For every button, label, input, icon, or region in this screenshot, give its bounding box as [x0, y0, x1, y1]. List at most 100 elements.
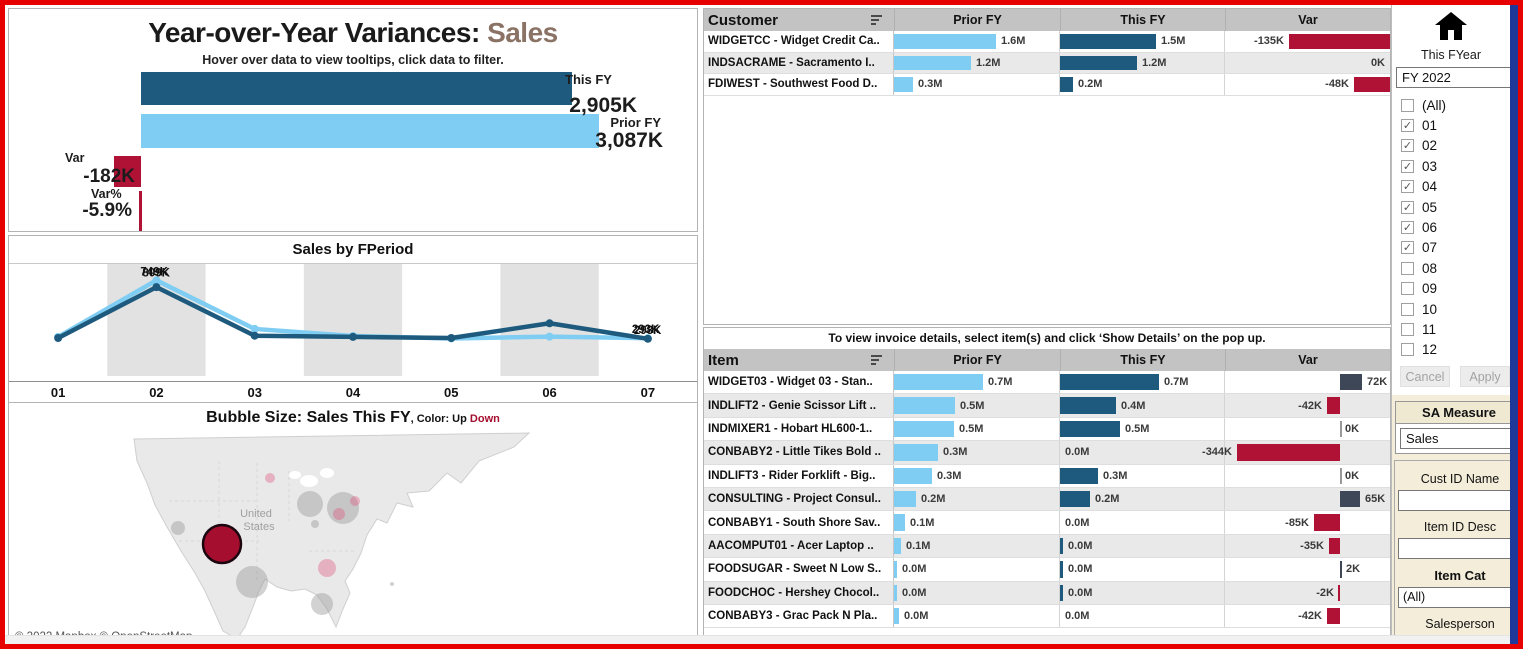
map-bubble-gray[interactable] — [327, 492, 359, 524]
var-bar-cell[interactable]: 65K — [1225, 488, 1390, 510]
item-var-header[interactable]: Var — [1225, 349, 1390, 371]
checkbox-unchecked[interactable] — [1401, 343, 1414, 357]
table-row[interactable]: WIDGETCC - Widget Credit Ca.. 1.6M 1.5M -13… — [704, 31, 1390, 53]
period-checkbox-row[interactable]: ✓ 07 — [1392, 238, 1510, 258]
row-label[interactable]: FOODSUGAR - Sweet N Low S.. — [704, 558, 894, 581]
prior-fy-bar[interactable] — [894, 55, 971, 71]
map-bubble-gray[interactable] — [236, 566, 268, 598]
summary-bar[interactable] — [141, 72, 573, 105]
prior-fy-bar[interactable] — [894, 77, 913, 92]
var-bar-cell[interactable]: -344K — [1202, 441, 1390, 463]
line-point[interactable] — [152, 283, 161, 292]
map-bubble-gray[interactable] — [297, 491, 323, 517]
table-row[interactable]: CONBABY3 - Grac Pack N Pla.. 0.0M 0.0M -42K — [704, 604, 1390, 629]
this-fy-bar[interactable] — [1060, 374, 1159, 391]
checkbox-checked[interactable]: ✓ — [1401, 200, 1414, 214]
period-checkbox-row[interactable]: ✓ 06 — [1392, 217, 1510, 237]
this-fy-bar-cell[interactable]: 0.0M — [1060, 581, 1225, 604]
checkbox-checked[interactable]: ✓ — [1401, 119, 1414, 133]
this-fy-bar-cell[interactable]: 0.2M — [1060, 74, 1225, 95]
prior-fy-bar[interactable] — [894, 514, 905, 531]
this-fy-bar[interactable] — [1060, 55, 1137, 71]
sa-measure-select[interactable]: Sales — [1400, 428, 1510, 450]
line-point[interactable] — [349, 332, 357, 341]
this-fy-bar-cell[interactable]: 0.0M — [1060, 558, 1225, 581]
map-bubble-down[interactable] — [201, 523, 243, 565]
apply-button[interactable]: Apply — [1460, 366, 1510, 388]
prior-fy-bar-cell[interactable]: 0.1M — [894, 511, 1060, 534]
prior-fy-bar-cell[interactable]: 0.3M — [894, 74, 1060, 95]
row-label[interactable]: WIDGET03 - Widget 03 - Stan.. — [704, 371, 894, 394]
var-bar-cell[interactable]: 0K — [1225, 418, 1390, 440]
customer-header-cell[interactable]: Customer — [704, 9, 894, 31]
home-button[interactable] — [1392, 11, 1510, 46]
this-fy-bar-cell[interactable]: 0.2M — [1060, 487, 1225, 511]
summary-bar[interactable] — [113, 156, 141, 187]
line-point[interactable] — [54, 334, 63, 342]
this-fy-bar-cell[interactable]: 0.0M — [1060, 534, 1225, 558]
prior-fy-bar-cell[interactable]: 1.2M — [894, 52, 1060, 74]
row-label[interactable]: CONBABY2 - Little Tikes Bold .. — [704, 441, 894, 464]
checkbox-checked[interactable]: ✓ — [1401, 221, 1414, 235]
map-bubble-pink[interactable] — [350, 496, 360, 506]
prior-fy-bar[interactable] — [894, 537, 901, 555]
text-input[interactable] — [1398, 490, 1510, 512]
this-fy-bar-cell[interactable]: 0.0M — [1060, 604, 1225, 628]
line-point[interactable] — [152, 276, 161, 285]
var-bar[interactable] — [1329, 537, 1340, 555]
prior-fy-bar-cell[interactable]: 0.0M — [894, 558, 1060, 581]
this-fy-bar[interactable] — [1060, 397, 1116, 414]
var-bar-cell[interactable]: -48K — [1225, 74, 1390, 95]
line-point[interactable] — [250, 331, 259, 340]
summary-bar[interactable] — [139, 191, 142, 231]
checkbox-unchecked[interactable] — [1401, 261, 1414, 275]
var-bar-cell[interactable]: 2K — [1225, 558, 1390, 580]
period-checkbox-row[interactable]: 12 — [1392, 340, 1510, 360]
checkbox-checked[interactable]: ✓ — [1401, 180, 1414, 194]
prior-fy-bar-cell[interactable]: 0.0M — [894, 604, 1060, 628]
customer-prior-fy-header[interactable]: Prior FY — [894, 9, 1060, 31]
map-bubble-gray[interactable] — [171, 521, 185, 535]
this-fy-bar[interactable] — [1060, 420, 1120, 438]
var-bar-cell[interactable]: -42K — [1225, 605, 1390, 627]
prior-fy-bar-cell[interactable]: 0.5M — [894, 417, 1060, 441]
var-bar-cell[interactable]: 0K — [1225, 53, 1390, 74]
line-point[interactable] — [447, 334, 456, 342]
row-label[interactable]: CONBABY3 - Grac Pack N Pla.. — [704, 604, 894, 628]
map-bubble-gray[interactable] — [390, 582, 394, 586]
item-this-fy-header[interactable]: This FY — [1060, 349, 1225, 371]
this-fy-bar[interactable] — [1060, 490, 1090, 508]
row-label[interactable]: INDLIFT3 - Rider Forklift - Big.. — [704, 464, 894, 487]
line-point[interactable] — [545, 332, 554, 341]
prior-fy-bar[interactable] — [894, 374, 983, 391]
checkbox-unchecked[interactable] — [1401, 98, 1414, 112]
prior-fy-bar-cell[interactable]: 1.6M — [894, 31, 1060, 52]
table-row[interactable]: INDLIFT3 - Rider Forklift - Big.. 0.3M 0.3… — [704, 464, 1390, 488]
checkbox-checked[interactable]: ✓ — [1401, 139, 1414, 153]
var-bar-cell[interactable]: -85K — [1225, 511, 1390, 533]
table-row[interactable]: CONBABY2 - Little Tikes Bold .. 0.3M 0.0M -… — [704, 441, 1390, 465]
this-fy-bar[interactable] — [1060, 467, 1098, 484]
this-fy-bar[interactable] — [1060, 561, 1063, 578]
var-bar[interactable] — [1327, 607, 1340, 625]
prior-fy-bar-cell[interactable]: 0.1M — [894, 534, 1060, 558]
prior-fy-bar[interactable] — [894, 397, 955, 414]
row-label[interactable]: INDMIXER1 - Hobart HL600-1.. — [704, 417, 894, 441]
table-row[interactable]: FOODSUGAR - Sweet N Low S.. 0.0M 0.0M 2K — [704, 558, 1390, 582]
map-bubble-pink[interactable] — [265, 473, 275, 483]
sort-filter-icon[interactable] — [871, 15, 882, 25]
row-label[interactable]: CONBABY1 - South Shore Sav.. — [704, 511, 894, 534]
checkbox-unchecked[interactable] — [1401, 302, 1414, 316]
row-label[interactable]: INDSACRAME - Sacramento I.. — [704, 52, 894, 74]
period-checkbox-row[interactable]: ✓ 01 — [1392, 115, 1510, 135]
prior-fy-bar[interactable] — [894, 490, 916, 508]
line-point[interactable] — [643, 334, 652, 343]
customer-this-fy-header[interactable]: This FY — [1060, 9, 1225, 31]
var-bar-cell[interactable]: -35K — [1225, 535, 1390, 557]
summary-bar[interactable] — [141, 114, 600, 148]
var-bar-cell[interactable]: 0K — [1225, 465, 1390, 487]
row-label[interactable]: CONSULTING - Project Consul.. — [704, 487, 894, 511]
map-bubble-gray[interactable] — [311, 593, 333, 615]
prior-fy-bar[interactable] — [894, 444, 938, 461]
var-bar[interactable] — [1338, 584, 1340, 601]
